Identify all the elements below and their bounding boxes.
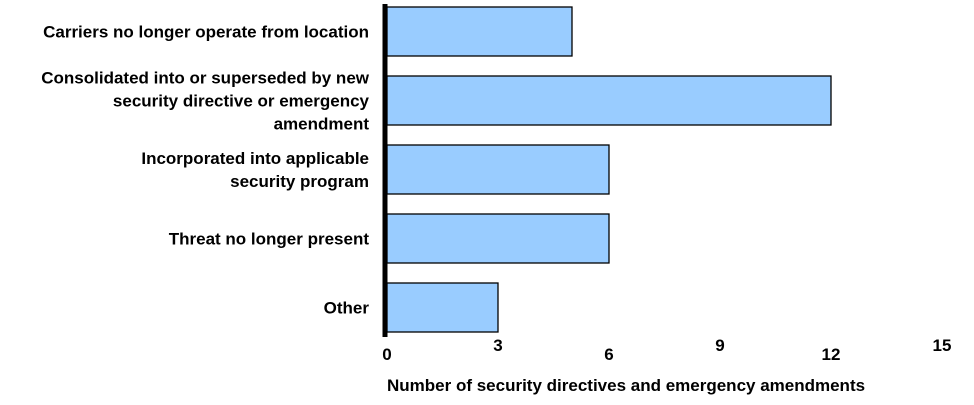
- bar: [386, 213, 610, 264]
- category-label-line: Incorporated into applicable: [141, 149, 369, 168]
- x-tick-label: 3: [493, 336, 502, 355]
- x-tick-label: 6: [604, 345, 613, 364]
- bar: [386, 6, 573, 57]
- category-label-line: Threat no longer present: [169, 230, 370, 249]
- category-label: Other: [324, 299, 370, 318]
- x-tick-label: 15: [933, 336, 952, 355]
- bar: [386, 282, 499, 333]
- category-label: Consolidated into or superseded by new se…: [41, 69, 370, 134]
- x-tick-label: 0: [382, 345, 391, 364]
- bars-layer: [386, 6, 832, 333]
- category-label-line: security program: [230, 172, 369, 191]
- x-tick-label: 9: [715, 336, 724, 355]
- category-label-line: Other: [324, 299, 370, 318]
- category-label-line: amendment: [274, 115, 370, 134]
- category-label-line: Carriers no longer operate from location: [43, 23, 369, 42]
- category-label-line: Consolidated into or superseded by new: [41, 69, 370, 88]
- category-labels: Carriers no longer operate from location…: [41, 23, 370, 318]
- x-axis-title: Number of security directives and emerge…: [387, 376, 865, 395]
- x-tick-labels: 0 3 6 9 12 15: [382, 336, 951, 364]
- x-tick-label: 12: [822, 345, 841, 364]
- category-label-line: security directive or emergency: [113, 92, 370, 111]
- category-label: Threat no longer present: [169, 230, 370, 249]
- bar: [386, 144, 610, 195]
- category-label: Carriers no longer operate from location: [43, 23, 369, 42]
- bar: [386, 75, 832, 126]
- category-label: Incorporated into applicable security pro…: [141, 149, 369, 191]
